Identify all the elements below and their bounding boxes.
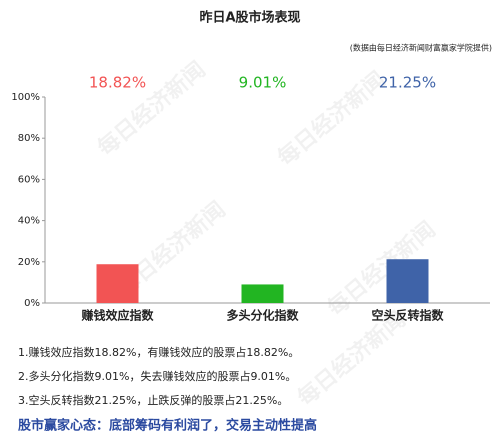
x-tick-label: 赚钱效应指数 [80, 308, 154, 323]
watermark: 每日经济新闻 [273, 67, 391, 172]
value-label: 18.82% [89, 74, 146, 92]
chart-subtitle: (数据由每日经济新闻财富赢家学院提供) [350, 43, 492, 53]
y-tick-label: 60% [18, 174, 40, 185]
watermark: 每日经济新闻 [93, 57, 211, 162]
x-tick-label: 空头反转指数 [371, 308, 444, 323]
headline: 股市赢家心态：底部筹码有利润了，交易主动性提高 [18, 418, 317, 434]
value-label: 9.01% [239, 74, 287, 92]
y-tick-label: 100% [11, 92, 40, 103]
note: 1.赚钱效应指数18.82%，有赚钱效应的股票占18.82%。 [18, 345, 299, 359]
chart-title: 昨日A股市场表现 [199, 10, 300, 26]
y-tick-label: 40% [18, 216, 40, 227]
y-tick-label: 0% [24, 298, 40, 309]
bar [241, 284, 284, 303]
value-label: 21.25% [379, 74, 436, 92]
y-tick-label: 20% [18, 257, 40, 268]
note: 3.空头反转指数21.25%，止跌反弹的股票占21.25%。 [18, 393, 288, 407]
x-tick-label: 多头分化指数 [226, 308, 299, 323]
note: 2.多头分化指数9.01%，失去赚钱效应的股票占9.01%。 [18, 369, 296, 383]
bar [386, 259, 429, 303]
y-tick-label: 80% [18, 133, 40, 144]
bar [96, 264, 139, 303]
